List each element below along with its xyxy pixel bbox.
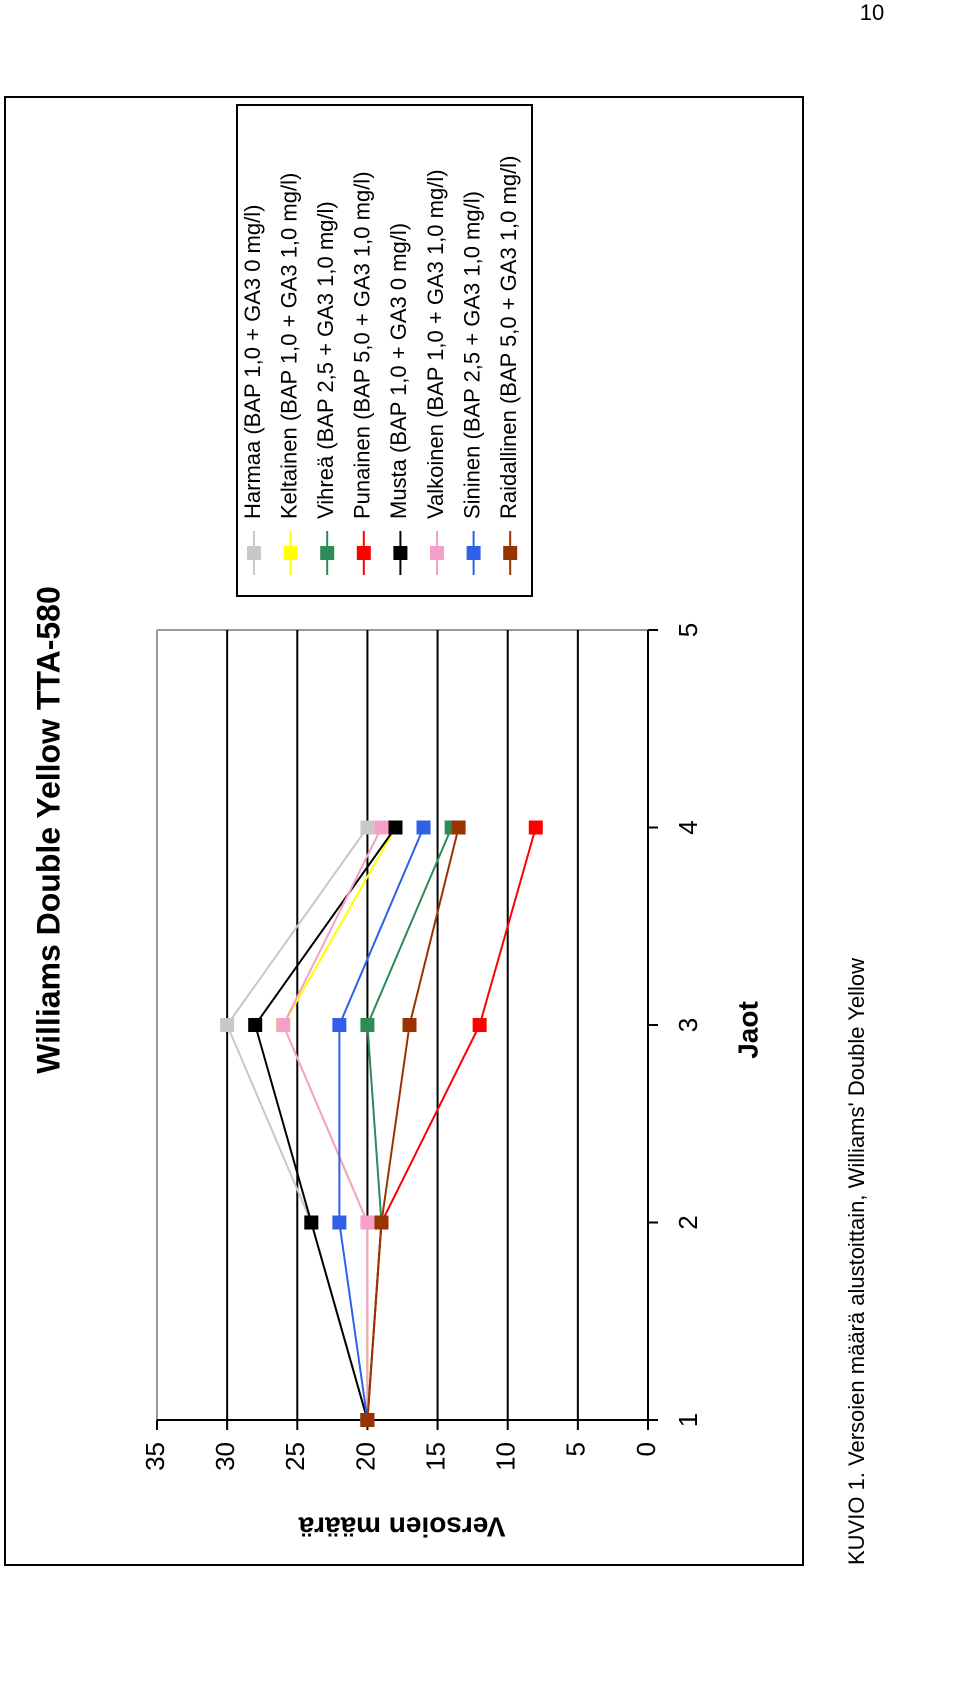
legend-label: Vihreä (BAP 2,5 + GA3 1,0 mg/l)	[313, 201, 338, 519]
data-point	[472, 1018, 487, 1032]
data-point	[220, 1018, 235, 1032]
page-number: 10	[860, 0, 884, 25]
data-point	[360, 1413, 375, 1427]
chart: Williams Double Yellow TTA-580 Jaot Vers…	[30, 104, 763, 1543]
data-point	[451, 820, 466, 835]
legend-label: Sininen (BAP 2,5 + GA3 1,0 mg/l)	[459, 191, 484, 519]
y-tick-label: 0	[631, 1442, 661, 1456]
legend-label: Keltainen (BAP 1,0 + GA3 1,0 mg/l)	[276, 173, 301, 519]
legend-label: Valkoinen (BAP 1,0 + GA3 1,0 mg/l)	[423, 169, 448, 519]
x-tick-label: 3	[673, 1018, 703, 1032]
data-point	[388, 820, 403, 835]
y-tick-label: 25	[280, 1442, 310, 1471]
data-point	[360, 1018, 375, 1032]
data-point	[374, 1215, 389, 1230]
legend-label: Raidallinen (BAP 5,0 + GA3 1,0 mg/l)	[496, 156, 521, 519]
legend-marker	[393, 546, 408, 560]
x-tick-label: 4	[673, 820, 703, 834]
data-point	[402, 1018, 417, 1032]
data-point	[374, 820, 389, 835]
legend-label: Harmaa (BAP 1,0 + GA3 0 mg/l)	[240, 205, 265, 519]
y-tick-label: 20	[350, 1442, 380, 1471]
data-point	[528, 820, 543, 835]
data-point	[360, 1215, 375, 1230]
y-tick-label: 30	[210, 1442, 240, 1471]
y-tick-label: 15	[420, 1442, 450, 1471]
y-tick-label: 5	[561, 1442, 591, 1456]
series-line	[366, 827, 460, 1421]
legend-marker	[503, 546, 518, 560]
data-point	[332, 1018, 347, 1032]
legend-box	[236, 104, 533, 597]
data-point	[248, 1018, 263, 1032]
legend-marker	[320, 546, 335, 560]
data-point	[416, 820, 431, 835]
legend-marker	[356, 546, 371, 560]
caption: KUVIO 1. Versoien määrä alustoittain, Wi…	[844, 958, 869, 1565]
y-axis-title: Versoien määrä	[298, 1512, 505, 1543]
legend-marker	[283, 546, 298, 560]
data-point	[360, 820, 375, 835]
chart-title: Williams Double Yellow TTA-580	[30, 586, 66, 1074]
series-line	[254, 826, 397, 1421]
legend-label: Punainen (BAP 5,0 + GA3 1,0 mg/l)	[350, 171, 375, 519]
x-tick-label: 5	[673, 623, 703, 637]
series-line	[282, 827, 383, 1420]
series-line	[338, 827, 425, 1421]
legend-marker	[466, 546, 481, 560]
x-tick-label: 2	[673, 1215, 703, 1229]
x-axis-title: Jaot	[732, 1001, 763, 1059]
y-tick-label: 10	[491, 1442, 521, 1471]
x-tick-label: 1	[673, 1413, 703, 1427]
legend-marker	[247, 546, 261, 560]
legend-marker	[430, 546, 444, 560]
legend-label: Musta (BAP 1,0 + GA3 0 mg/l)	[386, 223, 411, 519]
y-tick-label: 35	[140, 1442, 170, 1471]
data-point	[332, 1215, 347, 1230]
data-point	[276, 1018, 291, 1032]
data-point	[304, 1215, 319, 1230]
